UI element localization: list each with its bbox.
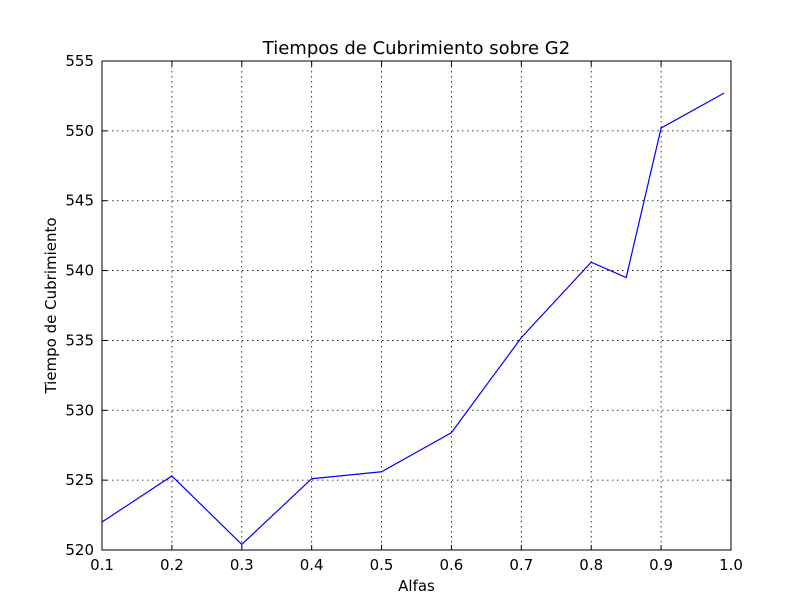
x-tick-label: 0.7	[509, 556, 533, 574]
x-tick-label: 0.8	[579, 556, 603, 574]
grid	[101, 60, 732, 551]
y-tick-labels: 520 525 530 535 540 545 550 555	[65, 52, 94, 559]
series-layer	[101, 92, 725, 546]
series-line	[101, 92, 725, 546]
y-tick-label: 555	[65, 52, 94, 70]
x-tick-label: 1.0	[719, 556, 743, 574]
y-tick-label: 535	[65, 331, 94, 349]
x-tick-label: 0.5	[370, 556, 394, 574]
x-tick-label: 0.1	[90, 556, 114, 574]
y-tick-label: 540	[65, 262, 94, 280]
x-tick-label: 0.9	[649, 556, 673, 574]
x-tick-label: 0.4	[300, 556, 324, 574]
y-tick-label: 520	[65, 541, 94, 559]
x-tick-label: 0.3	[230, 556, 254, 574]
x-axis-title: Alfas	[398, 577, 435, 595]
chart-title: Tiempos de Cubrimiento sobre G2	[262, 38, 570, 59]
ticks	[101, 60, 732, 551]
x-tick-label: 0.2	[160, 556, 184, 574]
y-tick-label: 525	[65, 471, 94, 489]
plot-frame	[101, 60, 732, 551]
y-tick-label: 545	[65, 192, 94, 210]
y-tick-label: 550	[65, 122, 94, 140]
x-tick-label: 0.6	[440, 556, 464, 574]
x-tick-labels: 0.1 0.2 0.3 0.4 0.5 0.6 0.7 0.8 0.9 1.0	[90, 556, 743, 574]
y-axis-title: Tiempo de Cubrimiento	[42, 217, 60, 394]
y-tick-label: 530	[65, 401, 94, 419]
